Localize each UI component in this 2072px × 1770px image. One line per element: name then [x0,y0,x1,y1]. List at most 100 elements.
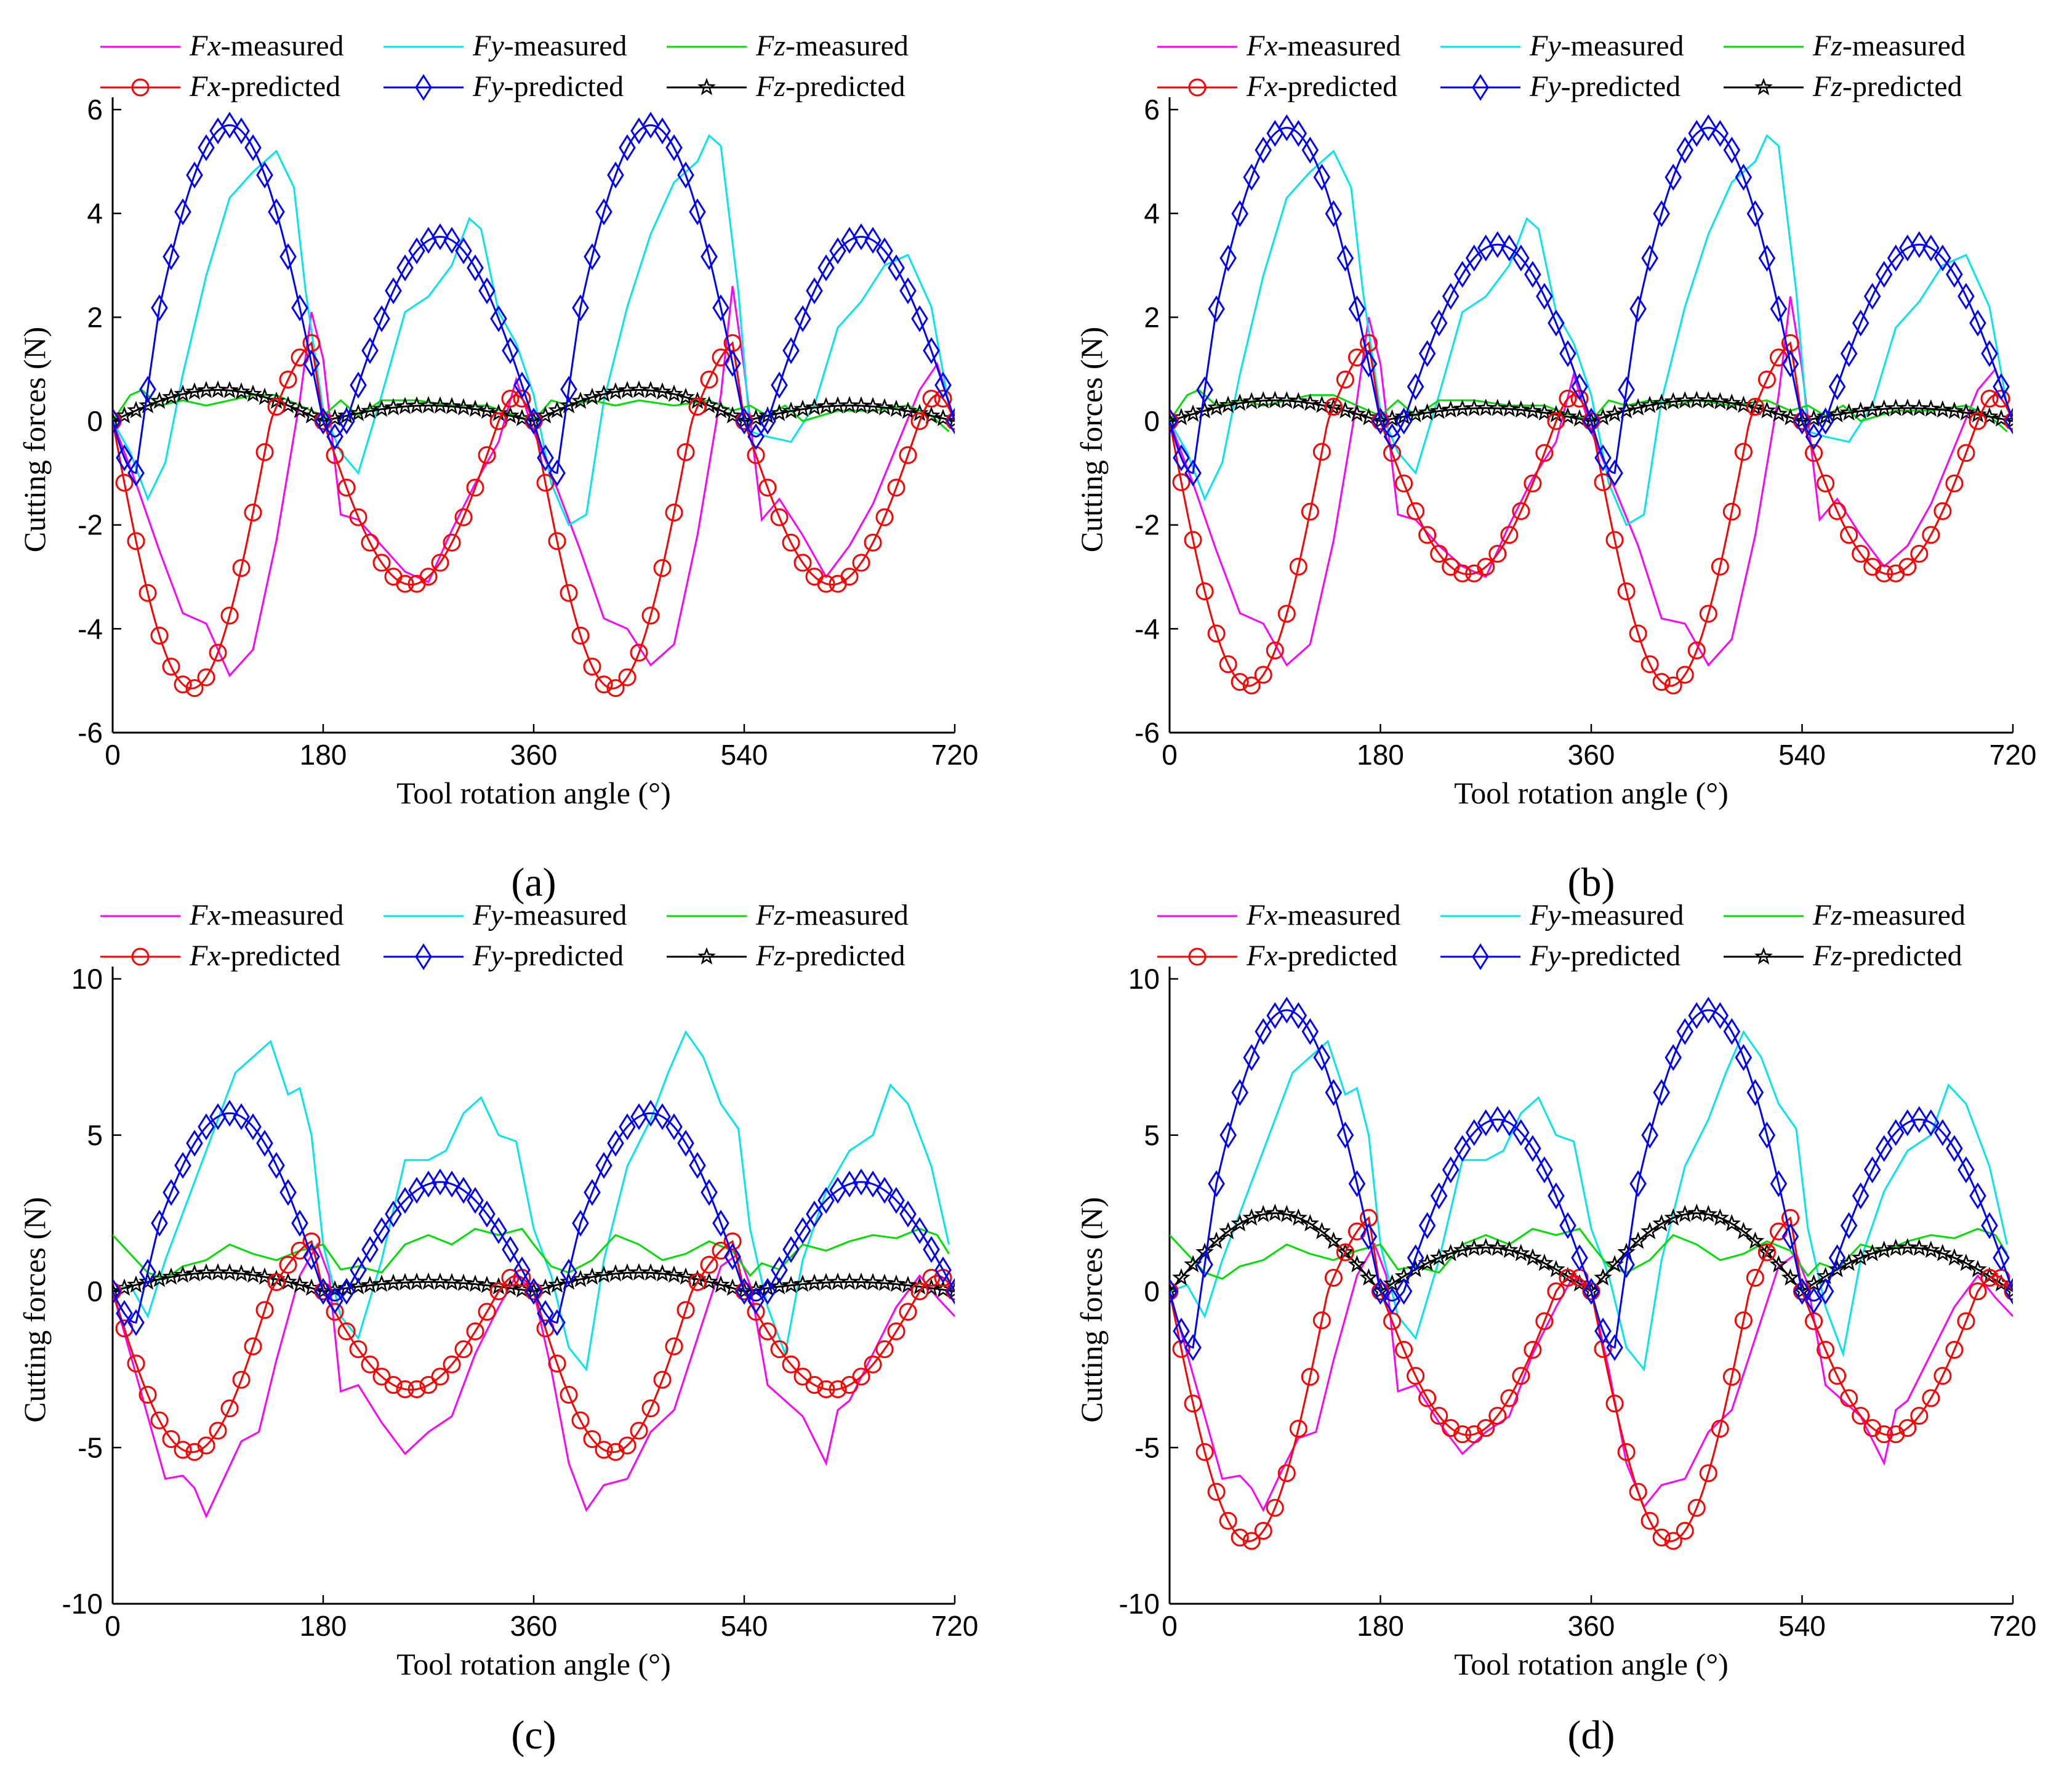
plot-area [113,1030,955,1519]
data-point-fx-pred [279,1255,297,1274]
subplot-label: (d) [1568,1713,1615,1758]
data-point-fx-pred [255,1301,274,1319]
y-tick-label: 6 [1144,94,1160,126]
data-point-fy-pred [548,1309,566,1337]
x-tick-label: 720 [1990,739,2037,771]
data-point-fx-pred [466,1322,484,1341]
data-point-fy-pred [548,459,566,487]
data-point-fy-pred [385,277,402,305]
legend-label-symbol: Fz [1812,70,1842,103]
data-point-fx-pred [1746,398,1764,416]
data-point-fx-pred [793,553,812,572]
data-point-fy-pred [1196,1251,1213,1278]
data-point-fz-pred [291,401,309,419]
data-point-fx-pred [864,1355,882,1374]
data-point-fx-pred [1570,389,1589,408]
data-point-fx-pred [1817,474,1835,493]
data-point-fy-pred [537,1300,554,1327]
data-point-fx-pred [1980,1269,1999,1287]
data-point-fx-pred [139,584,157,602]
data-point-fz-pred [279,1272,297,1290]
data-point-fz-pred [653,1264,672,1282]
y-tick-label: -10 [1119,1588,1160,1620]
data-point-fy-pred [899,277,917,305]
legend-item-fy-pred: Fy-predicted [1440,70,1680,103]
y-tick-label: 0 [1144,1276,1160,1308]
data-point-fx-pred [1407,1367,1425,1385]
data-point-fy-pred [1676,1018,1693,1045]
data-point-fx-pred [1195,1442,1214,1461]
data-point-fy-pred [315,408,332,435]
legend-item-fx-meas: Fx-measured [1157,30,1401,62]
data-point-fy-pred [817,254,835,281]
data-point-fz-pred [1863,1244,1882,1261]
data-point-fy-pred [899,1201,917,1228]
data-point-fy-pred [1653,1079,1670,1106]
data-point-fx-pred [501,389,520,408]
legend-label-symbol: Fx [1246,30,1278,62]
data-point-fy-pred [244,1113,262,1141]
data-point-fy-pred [572,294,589,321]
data-point-fy-pred [1536,283,1553,310]
data-point-fx-pred [1231,673,1249,691]
data-point-fz-pred [1336,1242,1355,1260]
data-point-fz-pred [1535,1253,1554,1271]
data-point-fx-pred [372,1367,391,1386]
x-tick-label: 540 [1778,739,1826,771]
data-point-fx-pred [1875,1425,1893,1444]
data-point-fx-pred [1687,1498,1706,1517]
data-point-fy-pred [256,161,273,189]
y-tick-label: 2 [87,301,103,333]
legend: Fx-measured Fy-measured Fz-measuredFx-pred… [100,30,909,103]
data-point-fy-pred [303,350,320,377]
data-point-fz-pred [302,406,321,424]
data-point-fy-pred [923,1236,940,1263]
x-tick-label: 360 [510,1610,558,1642]
markers-fy-pred [1170,996,2013,1361]
data-point-fx-pred [1395,1340,1413,1359]
data-point-fx-pred [267,1273,286,1292]
legend-marker [1188,947,1207,966]
markers-fy-pred [113,111,955,487]
data-point-fx-pred [127,1354,145,1373]
x-tick-label: 720 [931,739,979,771]
data-point-fx-pred [1512,1367,1530,1385]
data-point-fy-pred [291,294,308,321]
legend-label-symbol: Fz [1812,899,1842,931]
data-point-fy-pred [1407,1244,1424,1271]
data-point-fx-pred [1945,1340,1964,1359]
data-point-fy-pred [279,243,297,270]
data-point-fz-pred [641,380,660,398]
legend-label-symbol: Fz [755,30,785,62]
data-point-fy-pred [1594,1317,1612,1345]
data-point-fy-pred [1184,1334,1202,1361]
data-point-fy-pred [1173,1317,1190,1345]
data-point-fy-pred [1746,1079,1764,1106]
data-point-fy-pred [1840,1212,1858,1239]
data-point-fx-pred [232,559,251,577]
data-point-fx-pred [1910,544,1929,563]
data-point-fx-pred [1852,1407,1870,1425]
data-point-fx-pred [922,389,941,408]
data-point-fy-pred [864,1170,881,1198]
y-tick-label: 5 [1144,1119,1160,1151]
data-point-fy-pred [1453,260,1471,288]
markers-fx-pred [1170,334,2013,694]
legend-item-fx-pred: Fx-predicted [100,70,340,103]
data-point-fy-pred [946,1277,955,1305]
data-point-fx-pred [1594,1340,1612,1358]
data-point-fx-pred [1757,1243,1776,1261]
data-point-fy-pred [502,337,519,364]
data-point-fy-pred [736,408,753,435]
data-point-fx-pred [431,553,449,572]
data-point-fx-pred [1922,526,1940,544]
data-point-fz-pred [548,401,566,419]
data-point-fy-pred [1993,1244,2010,1271]
data-point-fy-pred [923,337,940,364]
data-point-fz-pred [1617,401,1636,419]
data-point-fy-pred [326,1287,343,1314]
data-point-fx-pred [1933,1367,1952,1385]
data-point-fx-pred [513,389,531,408]
data-point-fx-pred [419,568,438,586]
data-point-fx-pred [326,1303,344,1321]
